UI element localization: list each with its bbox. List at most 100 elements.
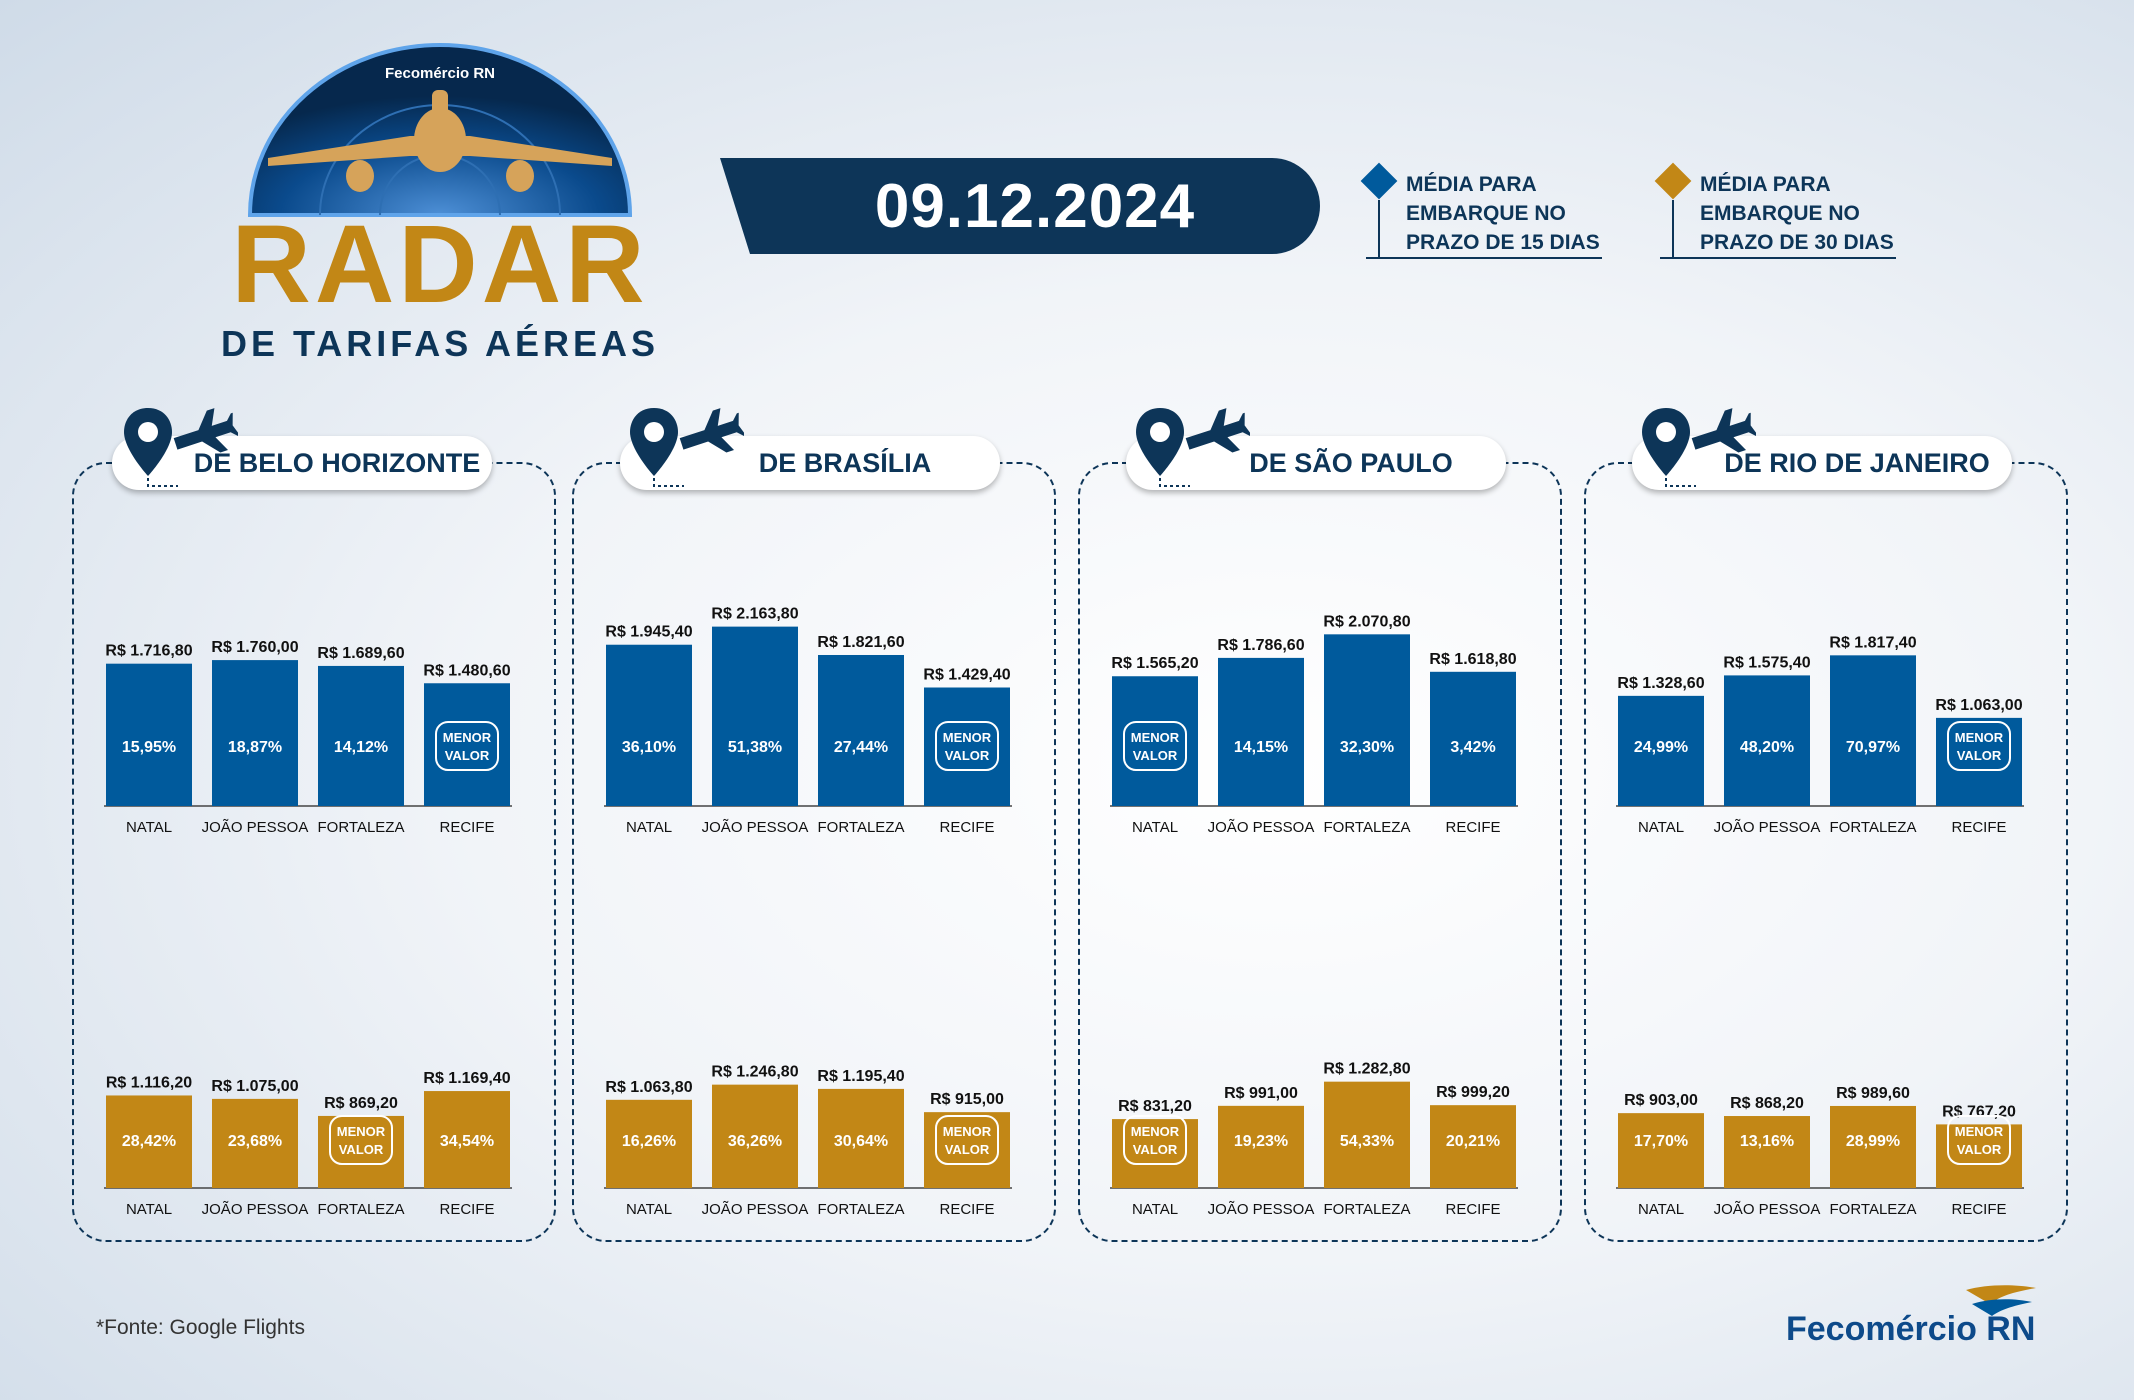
bar	[212, 660, 298, 806]
value-label: R$ 2.163,80	[711, 606, 798, 623]
menor-valor-badge	[435, 721, 499, 771]
value-label: R$ 869,20	[324, 1095, 398, 1112]
menor-valor-text: VALOR	[945, 748, 990, 763]
radar-logo: Fecomércio RN RADAR DE TARIFAS AÉREAS	[221, 43, 659, 364]
percent-label: 14,15%	[1234, 739, 1288, 756]
panel-title-rio-de-janeiro: DE RIO DE JANEIRO	[1632, 436, 2012, 490]
percent-label: 36,26%	[728, 1133, 782, 1150]
bar	[1112, 676, 1198, 806]
bar	[318, 665, 404, 806]
location-pin-plane-icon	[1642, 408, 1756, 487]
percent-label: 3,42%	[1450, 739, 1495, 756]
percent-label: 13,16%	[1740, 1133, 1794, 1150]
value-label: R$ 1.716,80	[105, 643, 192, 660]
bar	[924, 1112, 1010, 1188]
bar	[606, 644, 692, 806]
category-label: FORTALEZA	[1324, 1201, 1411, 1218]
menor-valor-text: MENOR	[943, 1124, 992, 1139]
bar	[1430, 1105, 1516, 1188]
airplane-icon	[268, 90, 612, 192]
menor-valor-badge	[1123, 721, 1187, 771]
bar	[106, 663, 192, 806]
category-label: FORTALEZA	[1830, 1201, 1917, 1218]
percent-label: 70,97%	[1846, 739, 1900, 756]
value-label: R$ 1.565,20	[1111, 655, 1198, 672]
menor-valor-text: VALOR	[1957, 1142, 2002, 1157]
bar	[1218, 1105, 1304, 1188]
value-label: R$ 2.070,80	[1323, 613, 1410, 630]
category-label: RECIFE	[1951, 819, 2006, 836]
value-label: R$ 1.575,40	[1723, 654, 1810, 671]
menor-valor-text: MENOR	[1955, 1124, 2004, 1139]
bar	[1324, 1081, 1410, 1188]
date-banner: 09.12.2024	[720, 158, 1320, 254]
menor-valor-badge	[935, 1115, 999, 1165]
category-label: JOÃO PESSOA	[1714, 1201, 1821, 1218]
category-label: NATAL	[1132, 819, 1178, 836]
percent-label: 30,64%	[834, 1133, 888, 1150]
value-label: R$ 1.282,80	[1323, 1061, 1410, 1078]
percent-label: 23,68%	[228, 1133, 282, 1150]
category-label: RECIFE	[439, 819, 494, 836]
value-label: R$ 1.480,60	[423, 662, 510, 679]
logo-subtitle: DE TARIFAS AÉREAS	[221, 323, 659, 364]
bar	[424, 1091, 510, 1188]
menor-valor-badge	[1947, 1115, 2011, 1165]
value-label: R$ 1.116,20	[106, 1074, 192, 1091]
category-label: NATAL	[626, 819, 672, 836]
category-label: RECIFE	[1445, 819, 1500, 836]
location-pin-plane-icon	[630, 408, 744, 487]
panel-title-text: DE RIO DE JANEIRO	[1724, 447, 1990, 478]
panel-title-belo-horizonte: DE BELO HORIZONTE	[112, 436, 492, 490]
value-label: R$ 1.821,60	[817, 634, 904, 651]
menor-valor-text: VALOR	[445, 748, 490, 763]
value-label: R$ 903,00	[1624, 1092, 1698, 1109]
location-pin-plane-icon	[124, 408, 238, 487]
category-label: JOÃO PESSOA	[202, 819, 309, 836]
legend-15-label: MÉDIA PARA EMBARQUE NO PRAZO DE 15 DIAS	[1406, 173, 1600, 254]
percent-label: 14,12%	[334, 739, 388, 756]
value-label: R$ 1.063,00	[1935, 697, 2022, 714]
value-label: R$ 1.786,60	[1217, 637, 1304, 654]
value-label: R$ 1.689,60	[317, 645, 404, 662]
bar	[1724, 675, 1810, 806]
bar	[1936, 717, 2022, 806]
legend-30-label: MÉDIA PARA EMBARQUE NO PRAZO DE 30 DIAS	[1700, 173, 1894, 254]
bar	[1218, 657, 1304, 806]
category-label: FORTALEZA	[318, 1201, 405, 1218]
legend-15-dias: MÉDIA PARA EMBARQUE NO PRAZO DE 15 DIAS	[1360, 160, 1626, 260]
category-label: RECIFE	[939, 819, 994, 836]
category-label: FORTALEZA	[818, 1201, 905, 1218]
value-label: R$ 1.169,40	[423, 1070, 510, 1087]
logo-title: RADAR	[231, 203, 648, 326]
percent-label: 16,26%	[622, 1133, 676, 1150]
percent-label: 28,42%	[122, 1133, 176, 1150]
percent-label: 27,44%	[834, 739, 888, 756]
value-label: R$ 1.195,40	[817, 1068, 904, 1085]
menor-valor-text: MENOR	[1131, 1124, 1180, 1139]
panel-title-text: DE SÃO PAULO	[1249, 447, 1453, 478]
menor-valor-badge	[1123, 1115, 1187, 1165]
category-label: JOÃO PESSOA	[702, 819, 809, 836]
legend-30-dias: MÉDIA PARA EMBARQUE NO PRAZO DE 30 DIAS	[1654, 160, 1920, 260]
menor-valor-text: VALOR	[1133, 748, 1178, 763]
percent-label: 17,70%	[1634, 1133, 1688, 1150]
category-label: NATAL	[626, 1201, 672, 1218]
value-label: R$ 1.246,80	[711, 1064, 798, 1081]
menor-valor-text: MENOR	[337, 1124, 386, 1139]
category-label: FORTALEZA	[318, 819, 405, 836]
bar	[318, 1115, 404, 1188]
category-label: NATAL	[126, 819, 172, 836]
value-label: R$ 1.328,60	[1617, 675, 1704, 692]
bar	[1936, 1124, 2022, 1188]
percent-label: 28,99%	[1846, 1133, 1900, 1150]
menor-valor-text: VALOR	[945, 1142, 990, 1157]
value-label: R$ 868,20	[1730, 1095, 1804, 1112]
value-label: R$ 1.618,80	[1429, 651, 1516, 668]
menor-valor-badge	[1947, 721, 2011, 771]
percent-label: 54,33%	[1340, 1133, 1394, 1150]
percent-label: 48,20%	[1740, 739, 1794, 756]
panel-title-text: DE BRASÍLIA	[758, 447, 932, 478]
bar	[818, 1088, 904, 1188]
